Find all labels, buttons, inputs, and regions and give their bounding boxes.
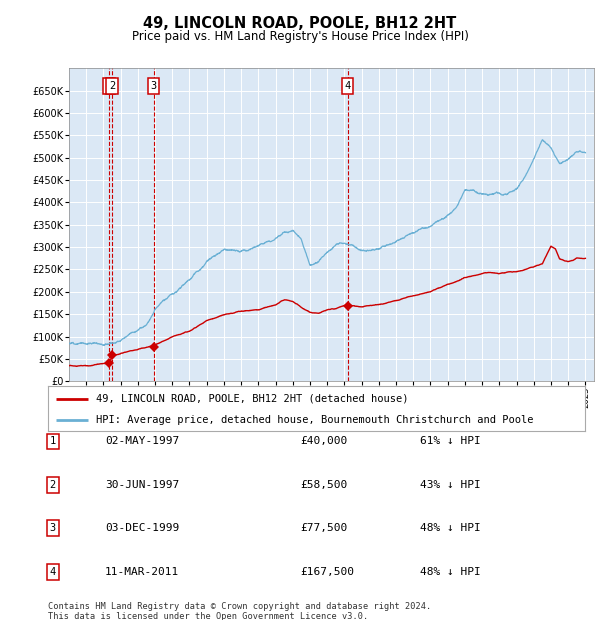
Text: £58,500: £58,500 [300, 480, 347, 490]
Text: £77,500: £77,500 [300, 523, 347, 533]
Text: 1: 1 [106, 81, 112, 91]
Text: 48% ↓ HPI: 48% ↓ HPI [420, 523, 481, 533]
Text: 3: 3 [151, 81, 157, 91]
Text: 3: 3 [50, 523, 56, 533]
Text: £167,500: £167,500 [300, 567, 354, 577]
Text: 49, LINCOLN ROAD, POOLE, BH12 2HT (detached house): 49, LINCOLN ROAD, POOLE, BH12 2HT (detac… [97, 394, 409, 404]
Text: HPI: Average price, detached house, Bournemouth Christchurch and Poole: HPI: Average price, detached house, Bour… [97, 415, 534, 425]
Text: 48% ↓ HPI: 48% ↓ HPI [420, 567, 481, 577]
Text: This data is licensed under the Open Government Licence v3.0.: This data is licensed under the Open Gov… [48, 612, 368, 620]
Text: 61% ↓ HPI: 61% ↓ HPI [420, 436, 481, 446]
Text: 49, LINCOLN ROAD, POOLE, BH12 2HT: 49, LINCOLN ROAD, POOLE, BH12 2HT [143, 16, 457, 30]
Text: 30-JUN-1997: 30-JUN-1997 [105, 480, 179, 490]
Text: 2: 2 [109, 81, 115, 91]
Text: 02-MAY-1997: 02-MAY-1997 [105, 436, 179, 446]
Text: Price paid vs. HM Land Registry's House Price Index (HPI): Price paid vs. HM Land Registry's House … [131, 30, 469, 43]
Text: Contains HM Land Registry data © Crown copyright and database right 2024.: Contains HM Land Registry data © Crown c… [48, 602, 431, 611]
Text: 03-DEC-1999: 03-DEC-1999 [105, 523, 179, 533]
Text: 11-MAR-2011: 11-MAR-2011 [105, 567, 179, 577]
Text: 2: 2 [50, 480, 56, 490]
Text: 1: 1 [50, 436, 56, 446]
Text: 43% ↓ HPI: 43% ↓ HPI [420, 480, 481, 490]
Text: £40,000: £40,000 [300, 436, 347, 446]
Text: 4: 4 [344, 81, 351, 91]
Text: 4: 4 [50, 567, 56, 577]
